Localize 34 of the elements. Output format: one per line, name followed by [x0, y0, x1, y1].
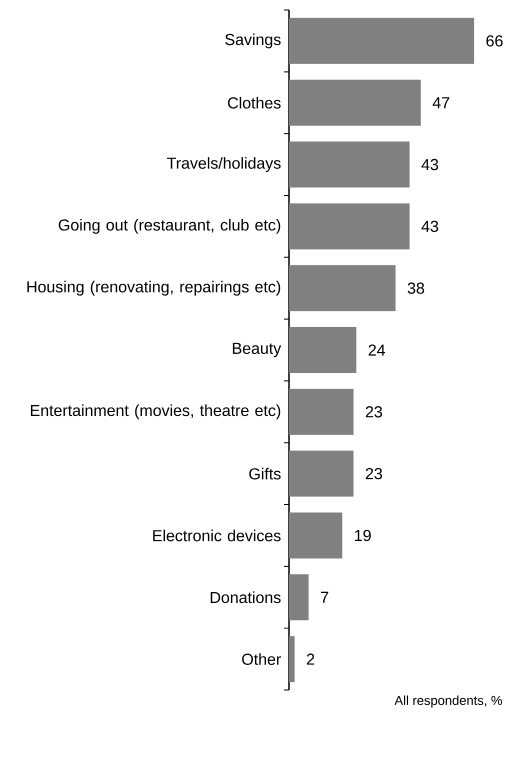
y-tick-label: Beauty [232, 342, 282, 358]
text: All respondents, % [394, 696, 502, 708]
bar [289, 18, 474, 64]
y-tick-label: Gifts [249, 468, 281, 480]
y-tick-label: Housing (renovating, repairings etc) [27, 280, 280, 296]
data-label: 24 [368, 344, 386, 356]
y-tick-label: Entertainment (movies, theatre etc) [30, 404, 280, 420]
bar [289, 450, 354, 497]
data-label: 23 [366, 468, 382, 480]
y-tick-label: Travels/holidays [167, 157, 281, 172]
y-tick-label: Electronic devices [153, 530, 281, 542]
data-label: 2 [306, 654, 314, 665]
bar [289, 388, 354, 435]
bar [289, 512, 342, 558]
bar [289, 327, 356, 374]
bar [289, 80, 421, 126]
bar [289, 203, 410, 250]
data-label: 66 [486, 35, 503, 47]
y-tick-label: Going out (restaurant, club etc) [58, 218, 280, 234]
data-label: 43 [421, 220, 438, 232]
y-tick-label: Other [242, 653, 281, 665]
y-tick-label: Clothes [228, 96, 281, 109]
y-tick-label: Savings [225, 33, 281, 48]
data-label: 43 [421, 158, 438, 170]
data-label: 7 [320, 592, 328, 603]
bar [289, 142, 410, 188]
data-label: 38 [408, 282, 424, 294]
bar [289, 574, 309, 620]
bar [289, 265, 396, 312]
data-label: 23 [366, 406, 382, 418]
data-label: 19 [355, 530, 371, 542]
y-tick-label: Donations [210, 591, 281, 604]
data-label: 47 [432, 97, 450, 108]
bar [289, 636, 295, 682]
